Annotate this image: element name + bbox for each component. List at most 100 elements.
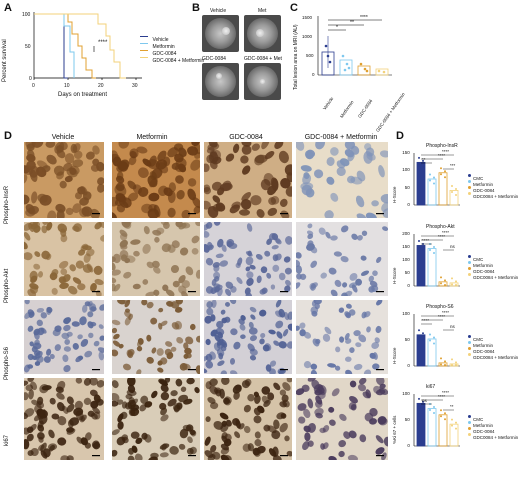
lesion-bar-combo <box>375 68 389 76</box>
lesion-cat-combo: GDC-0084 + Metformin <box>375 91 406 133</box>
panel-label-d: D <box>4 130 12 142</box>
hscore-legend: CMC Metformin GDC-0084 GDC0084 + Metformin <box>468 248 518 280</box>
hscore-ytick: 100 <box>402 257 410 262</box>
hscore-significance: ** <box>450 404 454 409</box>
hscore-significance: **** <box>422 238 430 243</box>
hscore-significance: **** <box>442 149 450 154</box>
hscore-ytick: 100 <box>402 167 410 173</box>
ihc-tile-phospho-s6-1 <box>112 300 200 374</box>
mri-label-vehicle: Vehicle <box>210 8 227 14</box>
hscore-legend: CMC Metformin GDC-0084 GDC0084 + Metformin <box>468 328 518 360</box>
ihc-col-metformin: Metformin <box>136 134 168 141</box>
hscore-significance: **** <box>442 230 450 235</box>
ihc-row-insr: Phospho-InsR <box>4 185 10 224</box>
mri-label-gdc: GDC-0084 <box>202 56 226 62</box>
hscore-title: ki67 <box>426 384 436 390</box>
ihc-tile-phospho-insr-1 <box>112 142 200 218</box>
survival-significance: **** <box>98 40 108 46</box>
hscore-legend-item: GDC0084 + Metformin <box>468 346 518 360</box>
hscore-legend-item: CMC <box>468 328 518 342</box>
hscore-significance: **** <box>422 318 430 323</box>
hscore-significance: ns <box>450 244 455 249</box>
hscore-significance: ns <box>450 324 455 329</box>
ihc-tile-ki67-1 <box>112 378 200 460</box>
hscore-ytick: 0 <box>407 202 410 207</box>
ihc-col-combo: GDC-0084 + Metformin <box>304 134 378 141</box>
ihc-row-ki67: ki67 <box>4 434 10 446</box>
hscore-legend-item: Metformin <box>468 254 518 268</box>
hscore-legend-item: GDC-0084 <box>468 420 518 434</box>
ihc-col-vehicle: Vehicle <box>51 134 75 141</box>
legend-item-metformin: Metformin <box>140 35 204 50</box>
ihc-tile-ki67-0 <box>24 378 104 460</box>
hscore-significance: **** <box>438 153 446 158</box>
lesion-bar-chart <box>317 16 392 76</box>
hscore-plot-1: Phospho-Akt H-Score 200 150 100 50 0 **** **** *… <box>392 224 520 302</box>
hscore-ytick: 50 <box>404 337 410 342</box>
hscore-legend-item: GDC-0084 <box>468 260 518 274</box>
hscore-significance: **** <box>438 394 446 399</box>
survival-xtick-10: 10 <box>64 83 70 89</box>
legend-item-vehicle: Vehicle <box>140 28 204 43</box>
mri-label-met: Met <box>258 8 267 14</box>
hscore-legend-item: CMC <box>468 248 518 262</box>
hscore-ytick: 100 <box>402 311 410 316</box>
survival-xlabel: Days on treatment <box>58 92 108 98</box>
ihc-row-akt: Phospho-Akt <box>4 268 10 303</box>
ihc-tile-phospho-insr-0 <box>24 142 104 218</box>
hscore-legend-item: GDC-0084 <box>468 179 518 193</box>
hscore-legend: CMC Metformin GDC-0084 GDC0084 + Metformin <box>468 408 518 440</box>
survival-xtick-20: 20 <box>98 83 104 89</box>
ihc-tile-phospho-akt-3 <box>296 222 388 296</box>
hscore-bars <box>413 153 460 206</box>
survival-plot <box>33 12 142 80</box>
lesion-sig-3: **** <box>360 15 368 21</box>
ihc-tile-phospho-insr-2 <box>204 142 292 218</box>
hscore-significance: **** <box>442 310 450 315</box>
hscore-legend-item: GDC0084 + Metformin <box>468 266 518 280</box>
mri-image-met <box>244 15 281 52</box>
hscore-ytick: 50 <box>404 270 410 275</box>
lesion-cat-vehicle: Vehicle <box>322 96 335 111</box>
ihc-tile-ki67-2 <box>204 378 292 460</box>
ihc-tile-phospho-s6-2 <box>204 300 292 374</box>
lesion-ytick-1500: 1500 <box>302 15 313 20</box>
hscore-plot-2: Phospho-S6 H-Score 100 50 0 **** **** **** ns CM… <box>392 304 520 382</box>
hscore-legend-item: GDC-0084 <box>468 340 518 354</box>
hscore-legend-item: Metformin <box>468 414 518 428</box>
mri-image-gdc <box>202 63 239 100</box>
ihc-tile-phospho-akt-0 <box>24 222 104 296</box>
lesion-sig-1: * <box>336 25 338 31</box>
ihc-tile-phospho-s6-0 <box>24 300 104 374</box>
hscore-legend-item: CMC <box>468 167 518 181</box>
hscore-ytick: 100 <box>402 391 410 396</box>
hscore-ylabel: %Ki 67 + cells <box>392 415 397 444</box>
hscore-title: Phospho-S6 <box>426 304 454 310</box>
hscore-ytick: 50 <box>404 417 410 422</box>
panel-label-a: A <box>4 2 12 14</box>
lesion-cat-gdc: GDC-0084 <box>357 98 374 119</box>
survival-xtick-30: 30 <box>132 83 138 89</box>
lesion-ylabel: Total lesion area on MRI (AU) <box>293 24 299 90</box>
hscore-legend-item: Metformin <box>468 173 518 187</box>
hscore-ylabel: H-Score <box>392 347 397 364</box>
lesion-bar-metformin <box>339 59 353 76</box>
hscore-bars <box>413 234 460 287</box>
legend-item-gdc: GDC-0084 <box>140 42 204 57</box>
hscore-ylabel: H-Score <box>392 267 397 284</box>
lesion-ytick-0: 0 <box>312 72 315 77</box>
ihc-tile-phospho-akt-2 <box>204 222 292 296</box>
hscore-plot-3: ki67 %Ki 67 + cells 100 50 0 **** **** ns ** CMC… <box>392 384 520 462</box>
hscore-title: Phospho-Akt <box>426 224 455 230</box>
lesion-ytick-1000: 1000 <box>302 34 313 39</box>
mri-image-combo <box>244 63 281 100</box>
hscore-legend-item: GDC0084 + Metformin <box>468 185 518 199</box>
hscore-legend: CMC Metformin GDC-0084 GDC0084 + Metformin <box>468 167 518 199</box>
lesion-bar-gdc <box>357 65 371 76</box>
ihc-col-gdc: GDC-0084 <box>229 134 263 141</box>
ihc-tile-phospho-akt-1 <box>112 222 200 296</box>
hscore-bars <box>413 394 460 447</box>
hscore-legend-item: CMC <box>468 408 518 422</box>
survival-ytick-100: 100 <box>22 12 31 18</box>
hscore-legend-item: Metformin <box>468 334 518 348</box>
